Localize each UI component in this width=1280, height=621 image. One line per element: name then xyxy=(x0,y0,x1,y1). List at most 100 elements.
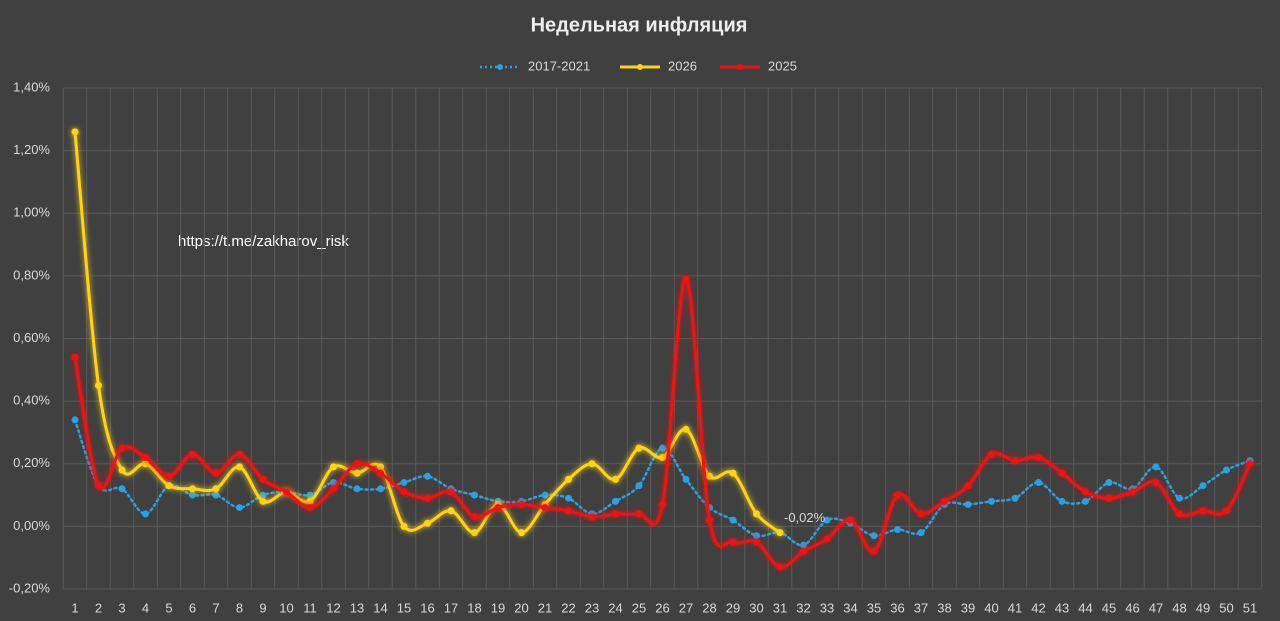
point xyxy=(870,547,878,555)
point xyxy=(753,510,760,518)
x-tick-label: 30 xyxy=(749,600,763,615)
x-tick-label: 23 xyxy=(585,600,599,615)
point xyxy=(236,450,243,458)
line xyxy=(73,418,1252,547)
x-tick-label: 19 xyxy=(491,600,505,615)
point xyxy=(753,532,760,540)
point xyxy=(377,485,384,493)
point xyxy=(1176,494,1183,502)
series xyxy=(71,275,1254,571)
legend-label: 2026 xyxy=(668,58,697,73)
point xyxy=(1105,479,1113,487)
point xyxy=(565,475,572,483)
point xyxy=(753,538,760,546)
x-tick-label: 1 xyxy=(71,600,78,615)
point xyxy=(729,469,737,477)
point xyxy=(917,529,925,537)
watermark: https://t.me/zakharov_risk xyxy=(178,233,349,250)
x-tick-label: 33 xyxy=(820,600,834,615)
x-tick-label: 11 xyxy=(303,600,317,615)
point xyxy=(353,469,361,477)
point xyxy=(1199,482,1207,490)
x-tick-label: 14 xyxy=(373,600,387,615)
point xyxy=(1035,453,1042,461)
point xyxy=(894,526,901,534)
legend-label: 2025 xyxy=(768,58,797,73)
point xyxy=(635,444,643,452)
point xyxy=(1082,497,1089,505)
point xyxy=(1223,466,1230,474)
point xyxy=(659,444,666,452)
point xyxy=(377,469,384,477)
y-tick-label: 0,20% xyxy=(13,455,50,470)
x-tick-label: 9 xyxy=(259,600,266,615)
x-tick-label: 2 xyxy=(95,600,102,615)
x-tick-label: 42 xyxy=(1031,600,1045,615)
point xyxy=(471,491,478,499)
point xyxy=(377,463,384,471)
point xyxy=(118,444,126,452)
point xyxy=(1176,510,1183,518)
x-tick-label: 39 xyxy=(961,600,975,615)
point xyxy=(870,532,878,540)
y-tick-label: -0,20% xyxy=(9,580,51,595)
point xyxy=(776,563,784,571)
point xyxy=(1058,469,1066,477)
point xyxy=(1011,457,1019,465)
point xyxy=(612,510,619,518)
point xyxy=(894,491,901,499)
point xyxy=(118,466,126,474)
point xyxy=(1105,494,1113,502)
point xyxy=(706,516,713,524)
point xyxy=(941,497,948,505)
point xyxy=(1082,488,1089,496)
x-tick-label: 4 xyxy=(142,600,149,615)
x-tick-label: 22 xyxy=(561,600,575,615)
point xyxy=(823,535,831,543)
x-tick-label: 26 xyxy=(655,600,669,615)
x-tick-label: 12 xyxy=(326,600,340,615)
legend-marker xyxy=(497,64,503,70)
x-tick-label: 47 xyxy=(1149,600,1163,615)
x-tick-label: 45 xyxy=(1102,600,1116,615)
x-tick-label: 27 xyxy=(679,600,693,615)
point xyxy=(541,491,549,499)
point xyxy=(236,463,243,471)
point xyxy=(447,507,455,515)
x-tick-label: 44 xyxy=(1078,600,1092,615)
point xyxy=(212,485,220,493)
x-tick-label: 46 xyxy=(1125,600,1139,615)
point xyxy=(447,488,455,496)
point xyxy=(142,510,149,518)
point xyxy=(635,482,643,490)
x-tick-label: 24 xyxy=(608,600,622,615)
y-tick-label: 1,40% xyxy=(13,79,50,94)
point xyxy=(682,275,690,283)
point xyxy=(471,529,478,537)
x-tick-label: 36 xyxy=(890,600,904,615)
point xyxy=(1152,463,1160,471)
point xyxy=(1152,479,1160,487)
point xyxy=(1011,494,1019,502)
point xyxy=(682,425,690,433)
x-tick-label: 18 xyxy=(467,600,481,615)
x-tick-label: 25 xyxy=(632,600,646,615)
x-tick-label: 37 xyxy=(914,600,928,615)
point xyxy=(612,497,619,505)
x-tick-label: 28 xyxy=(702,600,716,615)
point xyxy=(189,491,196,499)
point xyxy=(259,475,267,483)
point xyxy=(988,450,995,458)
y-tick-label: 0,40% xyxy=(13,393,50,408)
point xyxy=(306,497,314,505)
point xyxy=(212,491,220,499)
point xyxy=(776,529,784,537)
point xyxy=(306,504,314,512)
point xyxy=(212,469,220,477)
point xyxy=(95,482,102,490)
x-tick-label: 16 xyxy=(420,600,434,615)
point xyxy=(71,416,79,424)
y-tick-label: 1,20% xyxy=(13,142,50,157)
